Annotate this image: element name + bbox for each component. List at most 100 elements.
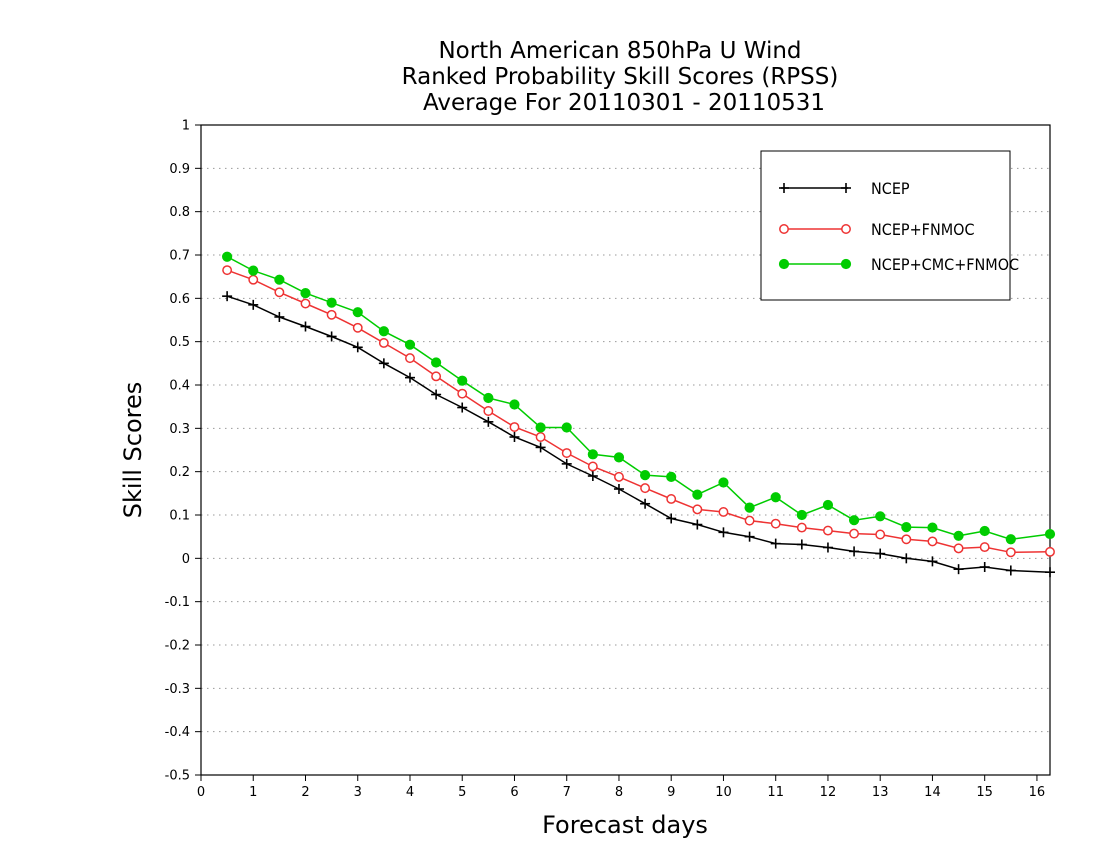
y-tick-label: -0.3 (165, 682, 190, 697)
data-point-ncep-fnmoc (901, 534, 912, 545)
data-point-ncep-cmc-fnmoc (796, 509, 807, 521)
data-point-ncep-fnmoc (509, 422, 520, 432)
y-tick-label: 0.4 (169, 379, 190, 394)
data-point-ncep (640, 498, 651, 509)
data-point-ncep-fnmoc (953, 543, 964, 554)
legend-marker (840, 258, 852, 270)
data-point-ncep-fnmoc (796, 522, 807, 533)
data-point-ncep-fnmoc (1005, 547, 1016, 558)
data-point-ncep-cmc-fnmoc (718, 477, 729, 488)
x-tick-label: 12 (820, 785, 837, 800)
data-point-ncep (692, 519, 703, 530)
x-tick-label: 13 (872, 785, 889, 800)
data-point-ncep-fnmoc (431, 371, 442, 382)
legend: NCEP NCEP+FNMOC NCEP+CMC+FNMOC (760, 150, 1019, 301)
data-point-ncep (300, 321, 311, 332)
legend-entry-ncep-fnmoc: NCEP+FNMOC (779, 220, 975, 239)
legend-label: NCEP (871, 179, 910, 198)
x-tick-label: 2 (301, 785, 309, 800)
data-point-ncep (927, 556, 938, 567)
data-point-ncep (222, 291, 233, 302)
data-point-ncep-cmc-fnmoc (666, 471, 677, 482)
data-point-ncep-fnmoc (352, 322, 363, 333)
x-tick-label: 5 (458, 785, 466, 800)
data-point-ncep-cmc-fnmoc (927, 522, 938, 533)
data-point-ncep-cmc-fnmoc (274, 274, 285, 285)
data-point-ncep (378, 358, 389, 369)
x-tick-label: 7 (563, 785, 571, 800)
data-point-ncep (352, 342, 363, 353)
data-point-ncep-cmc-fnmoc (326, 297, 337, 308)
data-point-ncep-cmc-fnmoc (875, 511, 886, 522)
data-point-ncep-cmc-fnmoc (352, 307, 363, 318)
data-point-ncep-cmc-fnmoc (822, 499, 834, 511)
data-point-ncep (875, 548, 886, 559)
chart-title-line-3: Average For 20110301 - 20110531 (423, 90, 825, 116)
data-point-ncep-cmc-fnmoc (483, 392, 494, 404)
data-point-ncep (822, 542, 833, 553)
legend-label: NCEP+FNMOC (871, 220, 975, 239)
data-point-ncep-cmc-fnmoc (457, 375, 468, 386)
data-point-ncep (613, 484, 624, 494)
data-point-ncep-fnmoc (457, 388, 468, 399)
data-point-ncep-cmc-fnmoc (1005, 534, 1016, 545)
y-tick-label: 0.6 (169, 292, 190, 307)
x-tick-label: 16 (1029, 785, 1046, 800)
data-point-ncep (770, 538, 781, 549)
x-tick-label: 15 (976, 785, 993, 800)
y-tick-label: 0.2 (169, 465, 190, 480)
legend-marker (779, 224, 789, 234)
legend-marker (841, 183, 851, 193)
data-point-ncep-cmc-fnmoc (431, 357, 442, 368)
data-point-ncep (248, 299, 259, 310)
series-ncep-cmc-fnmoc (222, 251, 1056, 545)
data-point-ncep-fnmoc (326, 309, 337, 320)
data-point-ncep-fnmoc (718, 507, 729, 517)
data-point-ncep-fnmoc (405, 353, 415, 364)
y-tick-label: 0.8 (169, 205, 190, 220)
data-point-ncep-fnmoc (378, 338, 389, 348)
data-point-ncep-cmc-fnmoc (979, 525, 990, 537)
data-point-ncep-fnmoc (666, 494, 677, 504)
data-point-ncep-fnmoc (483, 406, 494, 416)
data-point-ncep (718, 527, 729, 538)
data-point-ncep-cmc-fnmoc (587, 449, 598, 460)
data-point-ncep-cmc-fnmoc (953, 530, 964, 541)
x-tick-label: 3 (354, 785, 362, 800)
x-axis-title: Forecast days (542, 811, 708, 839)
data-point-ncep-cmc-fnmoc (378, 326, 389, 337)
data-point-ncep-fnmoc (927, 536, 938, 547)
data-point-ncep (1045, 567, 1055, 578)
data-point-ncep-cmc-fnmoc (1044, 528, 1056, 540)
series-ncep-fnmoc (222, 265, 1055, 558)
y-tick-label: -0.4 (165, 725, 190, 740)
legend-marker (779, 183, 789, 193)
data-point-ncep-cmc-fnmoc (561, 422, 572, 433)
data-point-ncep (457, 402, 468, 413)
y-tick-label: 0.3 (169, 422, 190, 437)
data-point-ncep-cmc-fnmoc (300, 288, 311, 299)
x-tick-label: 9 (667, 785, 675, 800)
plot-frame (200, 124, 1051, 776)
data-point-ncep (431, 389, 442, 400)
data-point-ncep-fnmoc (640, 483, 651, 494)
data-point-ncep-fnmoc (692, 504, 703, 515)
data-point-ncep-fnmoc (300, 298, 311, 309)
data-point-ncep-cmc-fnmoc (744, 502, 755, 513)
x-tick-label: 1 (249, 785, 257, 800)
y-tick-label: 1 (182, 119, 190, 134)
x-tick-label: 11 (767, 785, 784, 800)
legend-box (760, 150, 1011, 301)
data-point-ncep-fnmoc (744, 515, 755, 526)
data-point-ncep-fnmoc (274, 287, 285, 298)
data-point-ncep (979, 562, 990, 572)
data-point-ncep-cmc-fnmoc (222, 251, 233, 262)
data-point-ncep-fnmoc (535, 432, 546, 442)
data-point-ncep-fnmoc (561, 448, 572, 458)
data-point-ncep-cmc-fnmoc (692, 489, 703, 500)
legend-label: NCEP+CMC+FNMOC (871, 255, 1019, 274)
x-tick-label: 6 (510, 785, 518, 800)
y-tick-label: 0 (182, 552, 190, 567)
